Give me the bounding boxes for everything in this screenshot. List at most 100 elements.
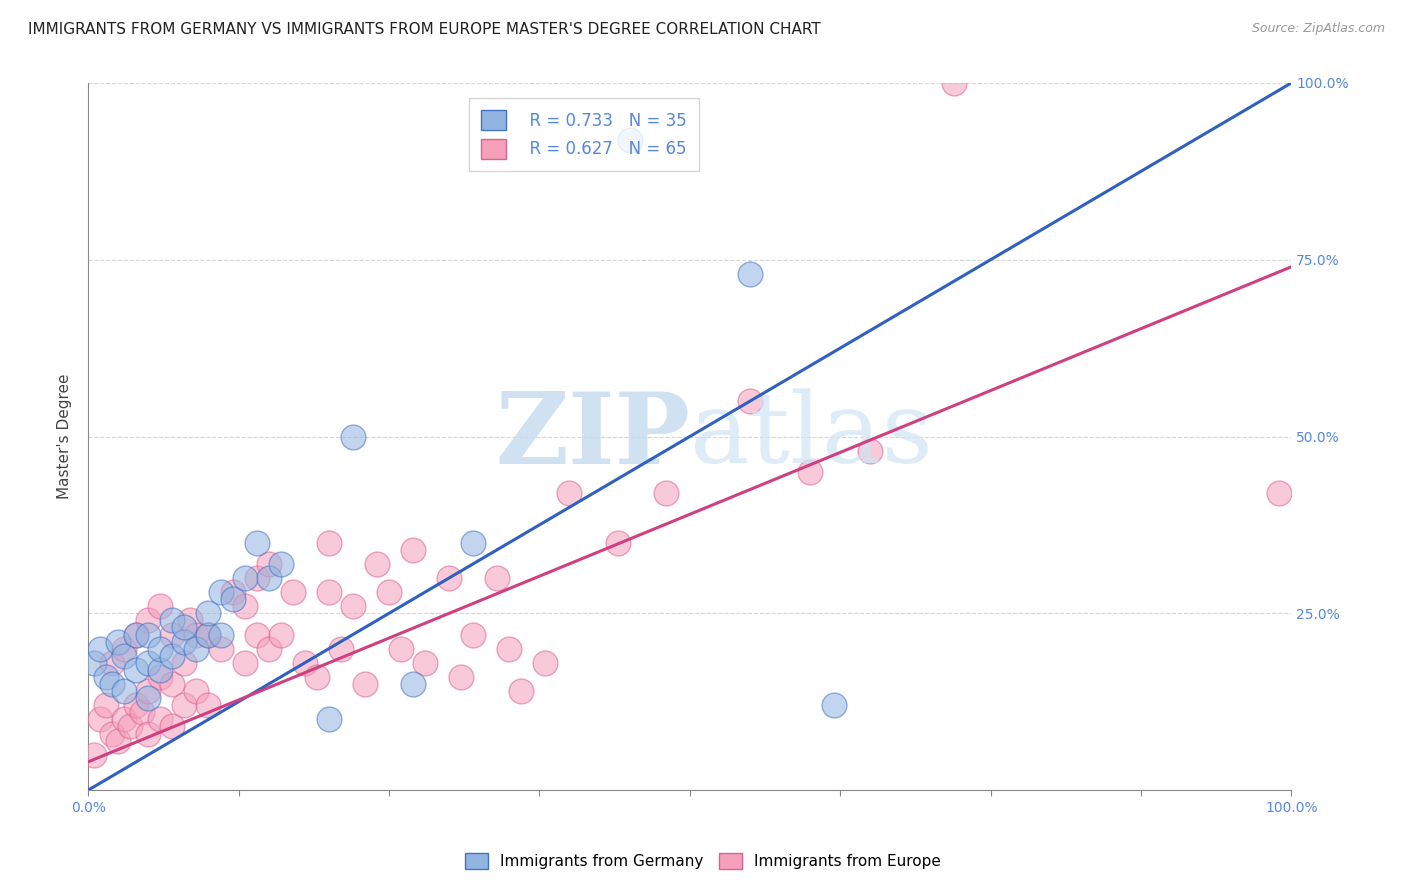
Point	[486, 571, 509, 585]
Legend: Immigrants from Germany, Immigrants from Europe: Immigrants from Germany, Immigrants from…	[458, 847, 948, 875]
Point	[318, 713, 340, 727]
Point	[112, 648, 135, 663]
Point	[96, 698, 118, 713]
Point	[112, 684, 135, 698]
Point	[329, 641, 352, 656]
Point	[173, 698, 195, 713]
Point	[136, 691, 159, 706]
Text: ZIP: ZIP	[495, 388, 690, 485]
Point	[534, 656, 557, 670]
Point	[125, 627, 148, 641]
Point	[318, 585, 340, 599]
Point	[233, 599, 256, 614]
Point	[162, 614, 184, 628]
Point	[463, 627, 485, 641]
Point	[120, 719, 142, 733]
Point	[209, 641, 232, 656]
Point	[799, 465, 821, 479]
Point	[89, 713, 111, 727]
Point	[173, 634, 195, 648]
Point	[823, 698, 845, 713]
Text: Source: ZipAtlas.com: Source: ZipAtlas.com	[1251, 22, 1385, 36]
Point	[149, 713, 172, 727]
Point	[149, 663, 172, 677]
Point	[366, 557, 388, 571]
Point	[96, 670, 118, 684]
Point	[463, 535, 485, 549]
Point	[257, 557, 280, 571]
Point	[654, 486, 676, 500]
Point	[162, 648, 184, 663]
Point	[136, 627, 159, 641]
Point	[354, 677, 377, 691]
Point	[186, 627, 208, 641]
Point	[510, 684, 533, 698]
Point	[246, 627, 269, 641]
Point	[378, 585, 401, 599]
Point	[162, 719, 184, 733]
Point	[101, 726, 124, 740]
Point	[162, 677, 184, 691]
Point	[101, 656, 124, 670]
Point	[413, 656, 436, 670]
Point	[89, 641, 111, 656]
Point	[558, 486, 581, 500]
Point	[173, 656, 195, 670]
Point	[221, 592, 243, 607]
Point	[270, 557, 292, 571]
Point	[221, 585, 243, 599]
Point	[136, 684, 159, 698]
Point	[107, 733, 129, 747]
Point	[136, 656, 159, 670]
Point	[738, 394, 761, 409]
Point	[257, 641, 280, 656]
Point	[101, 677, 124, 691]
Point	[294, 656, 316, 670]
Point	[112, 641, 135, 656]
Point	[257, 571, 280, 585]
Point	[246, 535, 269, 549]
Point	[619, 132, 641, 146]
Point	[233, 571, 256, 585]
Point	[209, 627, 232, 641]
Point	[125, 663, 148, 677]
Point	[318, 535, 340, 549]
Point	[402, 677, 425, 691]
Point	[125, 698, 148, 713]
Point	[179, 614, 201, 628]
Point	[197, 607, 219, 621]
Legend:   R = 0.733   N = 35,   R = 0.627   N = 65: R = 0.733 N = 35, R = 0.627 N = 65	[470, 98, 699, 170]
Point	[186, 684, 208, 698]
Point	[498, 641, 520, 656]
Point	[209, 585, 232, 599]
Point	[246, 571, 269, 585]
Point	[83, 656, 105, 670]
Point	[402, 542, 425, 557]
Point	[1268, 486, 1291, 500]
Point	[173, 620, 195, 634]
Point	[281, 585, 304, 599]
Point	[305, 670, 328, 684]
Point	[149, 670, 172, 684]
Point	[162, 627, 184, 641]
Point	[186, 641, 208, 656]
Point	[136, 614, 159, 628]
Text: atlas: atlas	[690, 389, 932, 484]
Point	[149, 599, 172, 614]
Point	[342, 599, 364, 614]
Point	[197, 698, 219, 713]
Text: IMMIGRANTS FROM GERMANY VS IMMIGRANTS FROM EUROPE MASTER'S DEGREE CORRELATION CH: IMMIGRANTS FROM GERMANY VS IMMIGRANTS FR…	[28, 22, 821, 37]
Point	[738, 267, 761, 281]
Point	[270, 627, 292, 641]
Point	[107, 634, 129, 648]
Point	[437, 571, 460, 585]
Point	[149, 641, 172, 656]
Point	[606, 535, 628, 549]
Y-axis label: Master's Degree: Master's Degree	[58, 374, 72, 500]
Point	[83, 747, 105, 762]
Point	[197, 627, 219, 641]
Point	[131, 706, 153, 720]
Point	[112, 713, 135, 727]
Point	[389, 641, 412, 656]
Point	[943, 76, 966, 90]
